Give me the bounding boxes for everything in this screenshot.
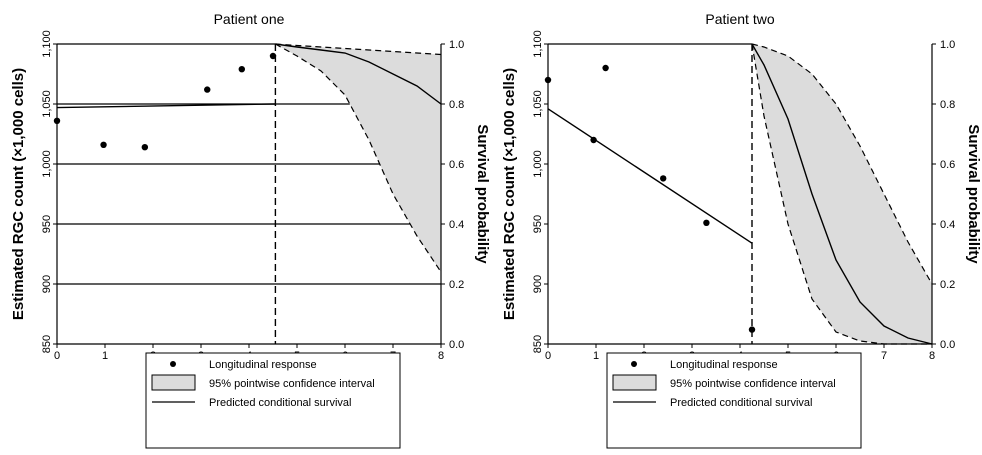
- ci-lower-line: [751, 43, 932, 345]
- data-point: [204, 86, 211, 93]
- fitted-trajectory-line: [56, 103, 276, 109]
- y-right-tick-label: 0.8: [449, 99, 464, 111]
- y-right-axis-label: Survival probability: [474, 124, 491, 264]
- y-right-tick-label: 0.2: [940, 279, 955, 291]
- y-right-tick-label: 0.0: [940, 339, 955, 351]
- y-right-tick-label: 0.2: [449, 279, 464, 291]
- panel-title: Patient one: [214, 11, 285, 27]
- y-left-axis-label: Estimated RGC count (×1,000 cells): [501, 68, 518, 320]
- ci-lower-line: [275, 43, 442, 273]
- legend-band-symbol: [612, 374, 657, 391]
- data-point: [602, 64, 609, 72]
- data-point: [748, 326, 756, 333]
- legend-dot-symbol: [631, 361, 637, 367]
- data-point: [660, 175, 667, 182]
- legend-label: Longitudinal response: [670, 359, 778, 371]
- legend: Longitudinal response 95% pointwise confi…: [145, 352, 401, 449]
- x-tick-label: 8: [438, 350, 444, 362]
- y-left-tick-label: 1,000: [532, 150, 544, 178]
- y-left-tick-label: 900: [532, 275, 544, 293]
- fitted-trajectory-line: [547, 108, 753, 244]
- y-right-tick-label: 0.4: [449, 219, 464, 231]
- y-right-tick-label: 1.0: [449, 39, 464, 51]
- y-right-tick-label: 0.6: [940, 159, 955, 171]
- data-point: [703, 219, 710, 226]
- x-tick-label: 0: [54, 350, 60, 362]
- y-right-tick-label: 0.6: [449, 159, 464, 171]
- x-tick-label: 7: [881, 350, 887, 362]
- ci-band: [275, 44, 441, 272]
- y-left-tick-label: 950: [41, 215, 53, 233]
- legend-label: 95% pointwise confidence interval: [670, 378, 836, 390]
- legend-label: Longitudinal response: [209, 359, 317, 371]
- data-point: [141, 144, 149, 151]
- legend-label: Predicted conditional survival: [209, 397, 351, 409]
- survival-curve: [275, 43, 442, 105]
- x-tick-label: 1: [593, 350, 599, 362]
- legend-dot-symbol: [170, 361, 176, 367]
- survival-curve: [751, 43, 933, 345]
- legend: Longitudinal response 95% pointwise confi…: [606, 352, 862, 449]
- legend-label: 95% pointwise confidence interval: [209, 378, 375, 390]
- x-tick-label: 1: [102, 350, 108, 362]
- y-left-tick-label: 1,100: [41, 30, 53, 58]
- panel-title: Patient two: [705, 11, 774, 27]
- y-right-tick-label: 0.8: [940, 99, 955, 111]
- ci-upper-line: [751, 43, 933, 285]
- y-right-tick-label: 1.0: [940, 39, 955, 51]
- data-point: [238, 66, 245, 73]
- legend-label: Predicted conditional survival: [670, 397, 812, 409]
- panel-1: 0123456788509009501,0001,0501,1000.00.20…: [10, 11, 491, 449]
- data-point: [100, 141, 107, 148]
- legend-frame: [606, 352, 862, 449]
- y-left-tick-label: 850: [41, 335, 53, 353]
- ci-upper-line: [275, 43, 442, 56]
- y-right-tick-label: 0.0: [449, 339, 464, 351]
- y-left-tick-label: 1,050: [532, 90, 544, 118]
- legend-frame: [145, 352, 401, 449]
- data-point: [590, 136, 597, 144]
- y-left-tick-label: 1,100: [532, 30, 544, 58]
- x-tick-label: 8: [929, 350, 935, 362]
- y-left-axis-label: Estimated RGC count (×1,000 cells): [10, 68, 27, 320]
- x-tick-label: 0: [545, 350, 551, 362]
- ci-band: [752, 44, 932, 344]
- y-right-tick-label: 0.4: [940, 219, 955, 231]
- panel-2: 0123456788509009501,0001,0501,1000.00.20…: [501, 11, 982, 449]
- data-point: [269, 52, 277, 60]
- y-left-tick-label: 950: [532, 215, 544, 233]
- y-left-tick-label: 1,000: [41, 150, 53, 178]
- y-right-axis-label: Survival probability: [965, 124, 982, 264]
- y-left-tick-label: 900: [41, 275, 53, 293]
- y-left-tick-label: 1,050: [41, 90, 53, 118]
- y-left-tick-label: 850: [532, 335, 544, 353]
- legend-band-symbol: [151, 374, 196, 391]
